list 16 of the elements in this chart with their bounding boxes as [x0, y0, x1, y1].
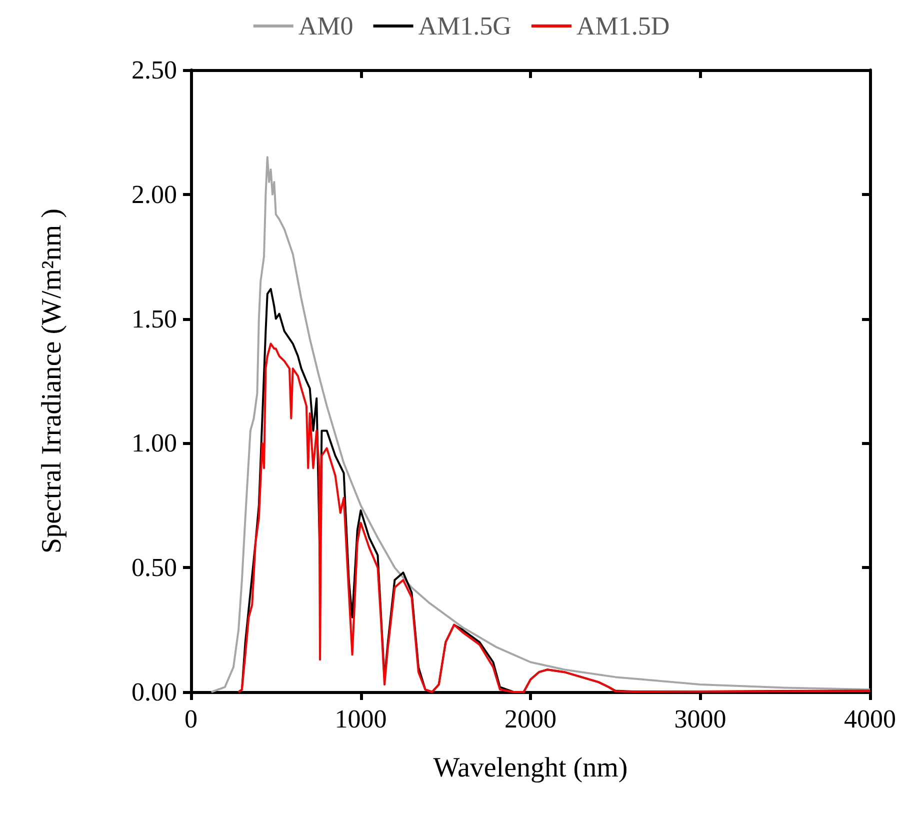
legend-label: AM0 — [298, 12, 354, 40]
x-tick-label: 1000 — [334, 704, 387, 734]
y-tick-label: 2.50 — [132, 56, 177, 84]
y-tick-label: 2.00 — [132, 180, 177, 209]
x-tick-label: 3000 — [674, 704, 726, 734]
x-tick-label: 4000 — [844, 704, 896, 734]
legend-label: AM1.5G — [418, 12, 512, 40]
x-axis-title: Wavelenght (nm) — [433, 752, 628, 784]
x-tick-label: 0 — [184, 704, 198, 734]
y-tick-label: 1.50 — [132, 304, 177, 334]
x-tick-label: 2000 — [504, 704, 556, 734]
y-axis-title: Spectral Irradiance (W/m²nm ) — [36, 208, 68, 554]
legend-label: AM1.5D — [576, 12, 670, 40]
y-tick-label: 1.00 — [132, 428, 177, 458]
y-tick-label: 0.50 — [132, 553, 177, 582]
y-tick-label: 0.00 — [132, 678, 177, 706]
